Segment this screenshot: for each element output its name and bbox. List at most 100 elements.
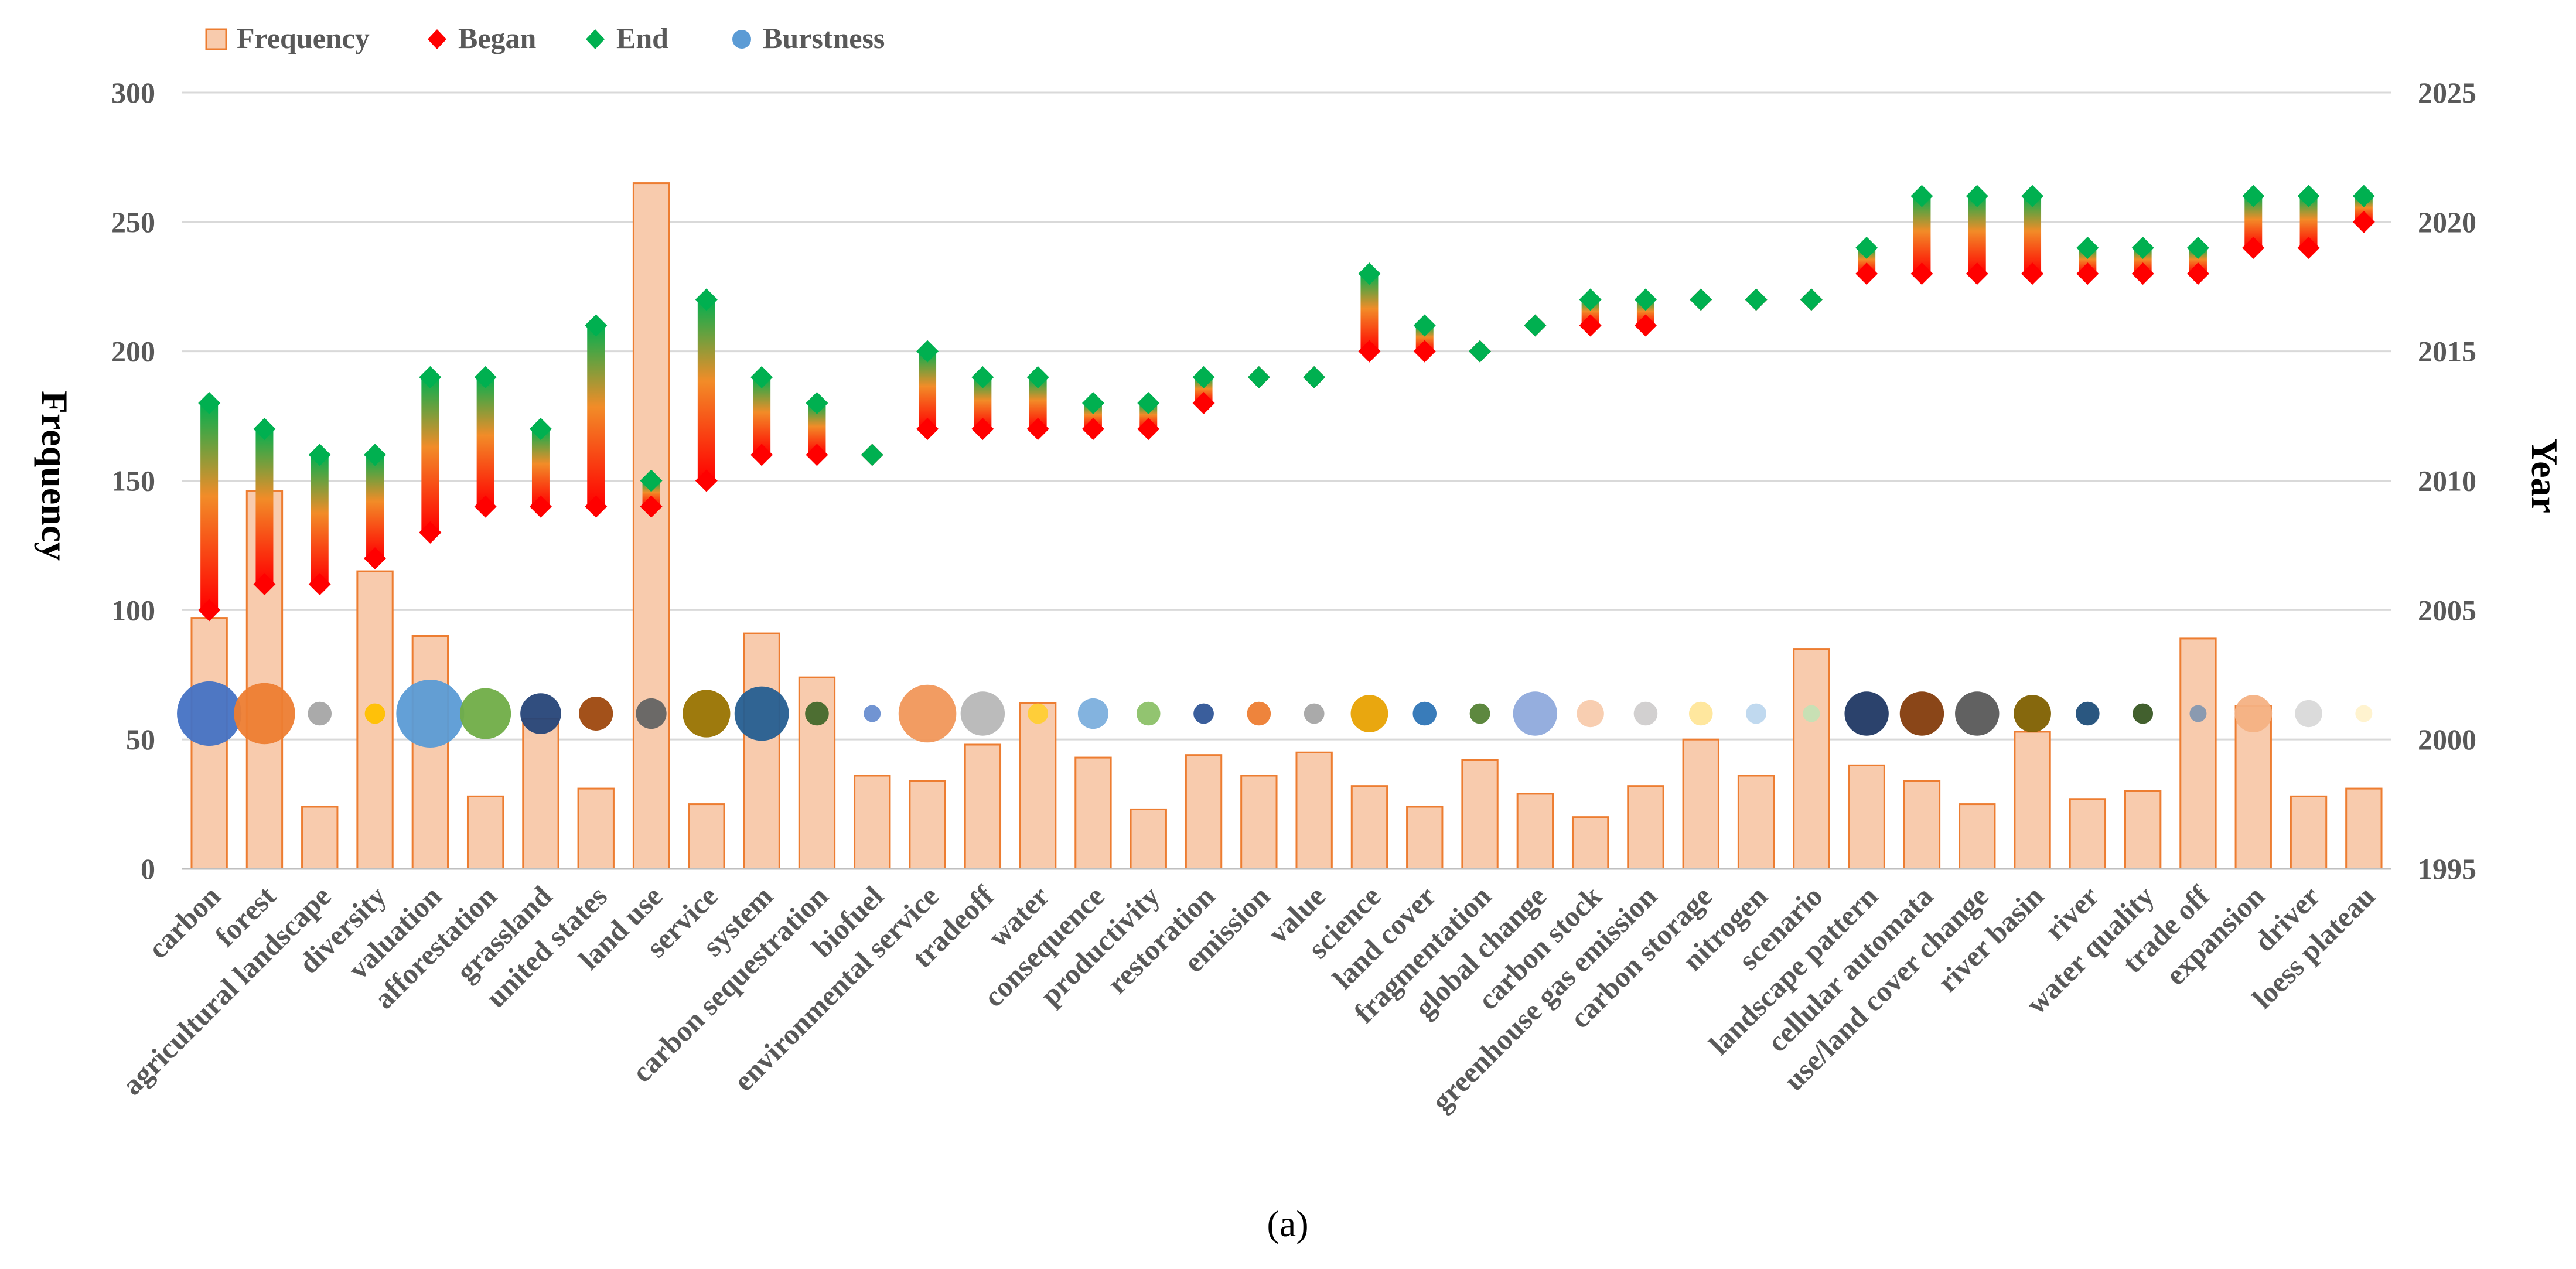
legend-swatch-burstness: [732, 30, 751, 49]
x-tick-label: carbon: [141, 879, 227, 965]
year-range-bar: [200, 403, 219, 610]
frequency-bar: [743, 632, 780, 870]
burstness-bubble: [805, 701, 829, 726]
burstness-bubble: [1899, 691, 1944, 736]
year-range-bar: [421, 377, 439, 533]
burstness-bubble: [364, 703, 385, 724]
end-marker: [1247, 366, 1270, 388]
end-marker: [1524, 314, 1547, 337]
began-marker: [1634, 314, 1657, 337]
burstness-bubble: [2014, 695, 2051, 732]
began-marker: [1910, 262, 1933, 285]
y-tick-label: 50: [126, 723, 155, 756]
year-range-bar: [531, 429, 550, 507]
frequency-bar: [411, 635, 449, 870]
year-range-bar: [476, 377, 494, 507]
y-tick-label: 250: [111, 206, 155, 238]
end-marker: [1081, 392, 1104, 414]
y2-tick-label: 2005: [2418, 593, 2476, 626]
burstness-bubble: [1193, 703, 1214, 724]
end-marker: [695, 288, 718, 311]
frequency-bar: [1903, 780, 1941, 870]
burstness-bubble: [1077, 698, 1109, 729]
burstness-bubble: [1844, 691, 1889, 736]
end-marker: [198, 392, 221, 414]
began-marker: [971, 418, 994, 441]
year-ranges: [198, 185, 2375, 622]
frequency-bar: [2179, 637, 2217, 870]
burstness-bubble: [1412, 701, 1437, 726]
end-marker: [2242, 185, 2265, 207]
frequency-bar: [1516, 793, 1554, 870]
burstness-bubble: [177, 681, 242, 746]
frequency-bar: [1737, 775, 1775, 870]
burstness-bubble: [1955, 691, 2000, 736]
began-marker: [916, 418, 939, 441]
end-marker: [861, 444, 883, 466]
end-marker: [1910, 185, 1933, 207]
began-marker: [308, 573, 331, 596]
began-marker: [253, 573, 276, 596]
burstness-bubble: [1746, 703, 1766, 724]
burstness-bubble: [1136, 701, 1161, 726]
burstness-bubble: [898, 684, 957, 743]
frequency-bar: [1295, 751, 1333, 870]
frequency-bar: [1019, 702, 1057, 870]
frequency-bar: [964, 743, 1002, 870]
frequency-bar: [1130, 808, 1167, 870]
year-range-bar: [587, 325, 605, 507]
y2-tick-label: 2015: [2418, 335, 2476, 368]
burstness-bubble: [396, 680, 465, 748]
end-marker: [585, 314, 608, 337]
frequency-bar: [1074, 756, 1112, 870]
y2-tick-label: 2025: [2418, 76, 2476, 109]
burstness-bubble: [734, 686, 789, 741]
began-marker: [1855, 262, 1878, 285]
frequency-bar: [1848, 764, 1885, 870]
end-marker: [2021, 185, 2044, 207]
began-marker: [2131, 262, 2154, 285]
began-marker: [2352, 210, 2375, 233]
began-marker: [474, 495, 497, 518]
legend-swatch-end: [586, 29, 605, 49]
end-marker: [971, 366, 994, 388]
end-marker: [2131, 237, 2154, 259]
burstness-bubble: [1688, 701, 1713, 726]
began-marker: [1137, 418, 1160, 441]
began-marker: [419, 521, 442, 544]
end-marker: [1469, 340, 1492, 363]
burstness-bubble: [683, 690, 731, 738]
end-marker: [1579, 288, 1602, 311]
began-marker: [585, 495, 608, 518]
burstness-bubble: [1028, 703, 1049, 724]
y-axis-title: Frequency: [34, 391, 76, 561]
burstness-bubble: [1577, 700, 1604, 728]
began-marker: [806, 444, 828, 466]
frequency-bar: [1461, 759, 1499, 870]
began-marker: [1579, 314, 1602, 337]
began-marker: [1081, 418, 1104, 441]
began-marker: [1026, 418, 1049, 441]
began-marker: [750, 444, 773, 466]
burstness-bubble: [520, 693, 561, 734]
year-range-bar: [366, 455, 384, 558]
began-marker: [2076, 262, 2099, 285]
end-marker: [916, 340, 939, 363]
end-marker: [419, 366, 442, 388]
began-marker: [2021, 262, 2044, 285]
frequency-bar: [2345, 787, 2383, 870]
began-marker: [198, 599, 221, 622]
end-marker: [1303, 366, 1326, 388]
end-marker: [529, 418, 552, 441]
end-marker: [806, 392, 828, 414]
y-tick-label: 200: [111, 335, 155, 368]
burstness-bubble: [2133, 703, 2154, 724]
began-marker: [2297, 237, 2320, 259]
end-marker: [1358, 262, 1381, 285]
year-range-bar: [919, 351, 937, 429]
legend-swatch-frequency: [205, 28, 227, 50]
began-marker: [1192, 392, 1215, 414]
frequency-bar: [1793, 648, 1830, 870]
began-marker: [2186, 262, 2209, 285]
y-tick-label: 100: [111, 593, 155, 626]
